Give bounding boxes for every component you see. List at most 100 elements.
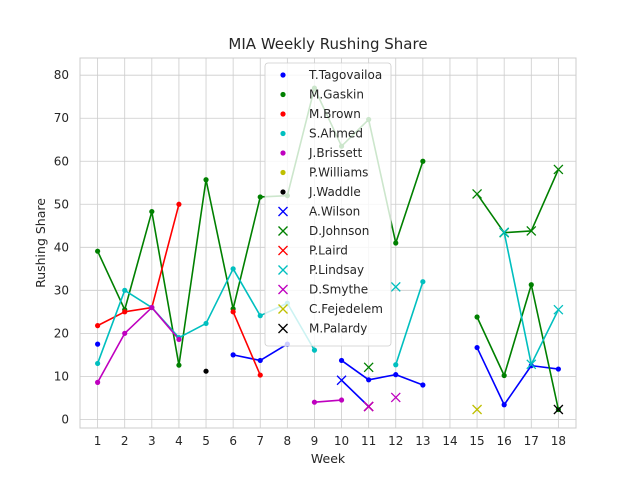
x-tick-label: 3 — [148, 434, 156, 448]
y-tick-label: 80 — [54, 68, 69, 82]
data-point-t-tagovailoa — [230, 352, 236, 358]
data-point-d-smythe — [390, 392, 401, 403]
data-point-m-gaskin — [257, 194, 263, 200]
data-point-s-ahmed — [257, 313, 263, 319]
data-point-m-gaskin — [176, 362, 182, 368]
y-tick-label: 20 — [54, 326, 69, 340]
x-tick-label: 17 — [524, 434, 539, 448]
y-tick-label: 50 — [54, 197, 69, 211]
x-tick-label: 4 — [175, 434, 183, 448]
y-tick-label: 10 — [54, 369, 69, 383]
data-point-c-fejedelem — [472, 404, 483, 415]
y-tick-label: 0 — [61, 412, 69, 426]
legend-marker-j-brissett — [280, 150, 286, 156]
y-tick-label: 60 — [54, 154, 69, 168]
x-tick-label: 11 — [361, 434, 376, 448]
data-point-t-tagovailoa — [366, 377, 372, 383]
y-tick-label: 30 — [54, 283, 69, 297]
series-line-d-johnson — [476, 169, 560, 234]
data-point-p-lindsay — [553, 304, 564, 315]
legend-marker-t-tagovailoa — [280, 72, 286, 78]
y-tick-label: 70 — [54, 111, 69, 125]
data-point-m-gaskin — [95, 248, 101, 254]
x-tick-label: 18 — [551, 434, 566, 448]
series-line-s-ahmed — [394, 281, 424, 366]
data-point-t-tagovailoa — [338, 357, 345, 364]
data-point-d-smythe — [363, 401, 374, 412]
legend-marker-m-palardy — [278, 323, 288, 334]
x-tick-label: 10 — [334, 434, 349, 448]
data-point-j-brissett — [149, 304, 155, 311]
data-point-t-tagovailoa — [528, 363, 534, 369]
data-point-j-brissett — [95, 379, 101, 385]
legend: T.Tagovailoa M.Gaskin M.Brown S.Ahmed J.Bris… — [264, 62, 392, 347]
data-point-d-johnson — [526, 225, 537, 236]
data-point-m-palardy — [553, 404, 564, 415]
x-tick-label: 5 — [202, 434, 210, 448]
data-point-s-ahmed — [420, 279, 426, 285]
data-point-m-gaskin — [528, 282, 534, 288]
legend-label-t-tagovailoa: T.Tagovailoa — [308, 68, 382, 82]
data-point-m-gaskin — [203, 177, 209, 183]
data-point-j-waddle — [203, 368, 209, 374]
data-point-p-lindsay — [499, 227, 510, 238]
legend-marker-d-johnson — [278, 226, 288, 236]
legend-label-d-smythe: D.Smythe — [309, 283, 368, 297]
series-line-j-brissett — [96, 306, 180, 383]
data-point-m-brown — [176, 201, 182, 207]
data-point-j-brissett — [311, 399, 318, 405]
data-point-t-tagovailoa — [420, 382, 426, 388]
legend-label-a-wilson: A.Wilson — [309, 205, 360, 219]
data-point-m-brown — [95, 323, 101, 329]
legend-label-p-williams: P.Williams — [309, 166, 368, 180]
legend-label-p-laird: P.Laird — [309, 244, 348, 258]
legend-marker-j-waddle — [280, 189, 286, 195]
data-point-m-gaskin — [420, 158, 426, 164]
legend-label-m-gaskin: M.Gaskin — [309, 88, 364, 102]
legend-label-j-brissett: J.Brissett — [308, 146, 362, 160]
data-point-m-gaskin — [149, 208, 155, 215]
data-point-m-gaskin — [393, 240, 399, 246]
legend-marker-m-gaskin — [280, 91, 286, 98]
legend-marker-a-wilson — [278, 206, 288, 217]
legend-label-d-johnson: D.Johnson — [309, 224, 369, 238]
series-line-t-tagovailoa — [341, 359, 424, 386]
x-tick-label: 9 — [311, 434, 319, 448]
legend-box — [264, 62, 392, 347]
legend-label-m-brown: M.Brown — [309, 107, 361, 121]
x-tick-label: 6 — [229, 434, 237, 448]
x-tick-label: 16 — [497, 434, 512, 448]
legend-marker-d-smythe — [278, 284, 288, 295]
data-point-s-ahmed — [203, 320, 209, 327]
series-line-m-brown — [232, 311, 261, 376]
data-point-d-johnson — [553, 164, 564, 175]
data-point-t-tagovailoa — [501, 402, 507, 408]
x-tick-label: 2 — [121, 434, 129, 448]
legend-label-p-lindsay: P.Lindsay — [309, 263, 364, 277]
data-point-a-wilson — [336, 375, 347, 386]
data-point-d-johnson — [363, 362, 374, 373]
plot-frame — [79, 57, 577, 429]
x-tick-label: 1 — [94, 434, 102, 448]
x-tick-label: 8 — [284, 434, 292, 448]
data-point-t-tagovailoa — [393, 372, 399, 378]
data-point-m-brown — [257, 372, 263, 378]
data-point-s-ahmed — [393, 362, 399, 368]
data-point-s-ahmed — [311, 347, 318, 353]
legend-marker-c-fejedelem — [278, 304, 288, 314]
data-point-j-brissett — [338, 397, 345, 403]
y-tick-label: 40 — [54, 240, 69, 254]
x-axis-label: Week — [311, 451, 346, 466]
legend-marker-p-laird — [278, 245, 288, 256]
x-tick-label: 14 — [442, 434, 457, 448]
data-point-s-ahmed — [122, 287, 128, 293]
series-line-j-brissett — [314, 399, 342, 403]
legend-marker-s-ahmed — [280, 130, 286, 137]
data-point-p-lindsay — [526, 359, 537, 370]
data-point-t-tagovailoa — [474, 344, 480, 351]
legend-label-c-fejedelem: C.Fejedelem — [309, 302, 383, 316]
x-tick-label: 7 — [256, 434, 264, 448]
data-point-d-johnson — [472, 188, 483, 199]
series-line-m-brown — [97, 204, 180, 327]
legend-label-j-waddle: J.Waddle — [308, 185, 361, 199]
